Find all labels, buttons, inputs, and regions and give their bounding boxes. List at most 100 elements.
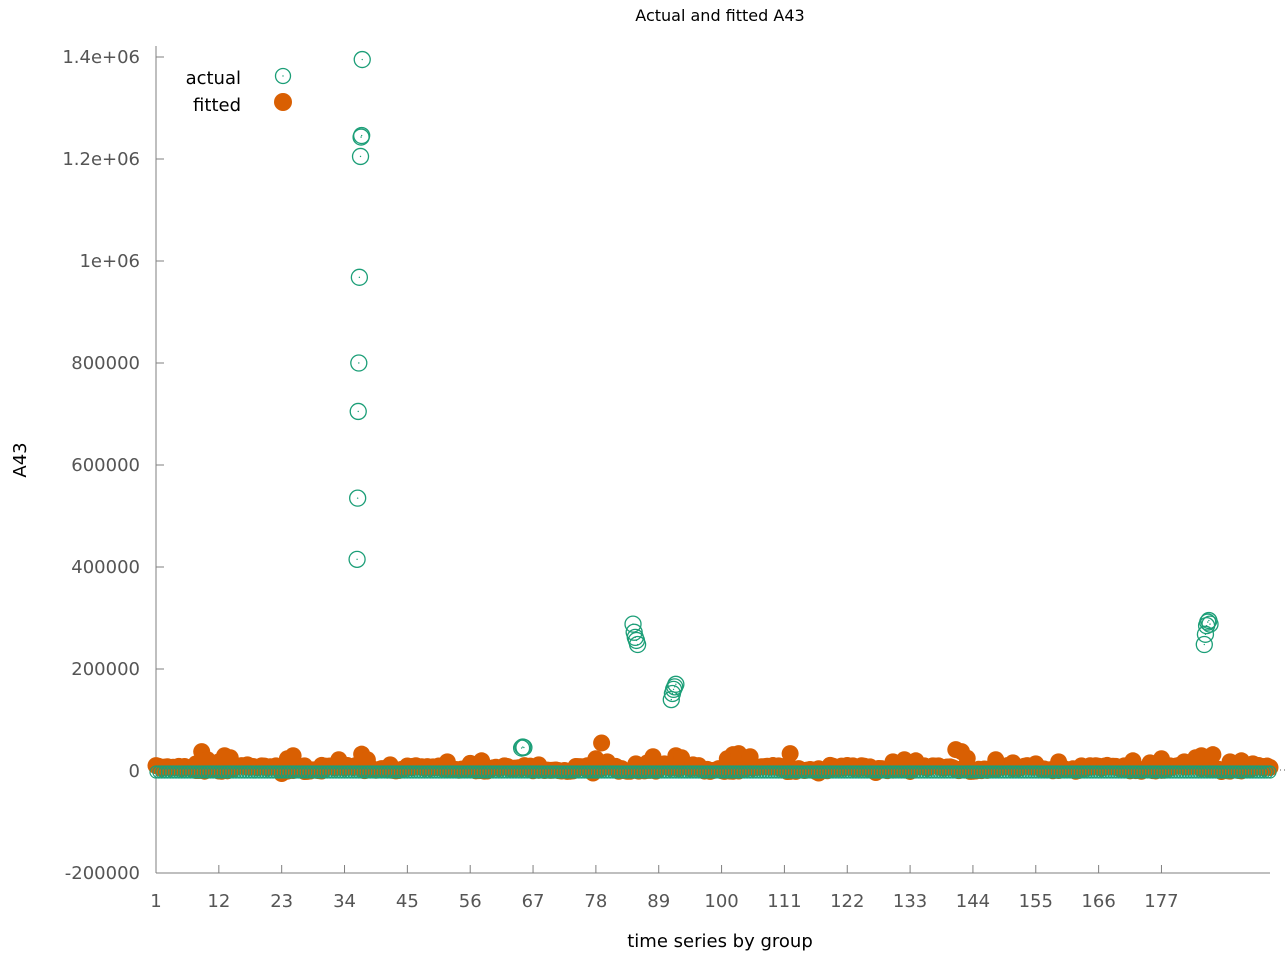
actual-point — [1196, 625, 1215, 643]
actual-point-center — [360, 136, 362, 138]
fitted-point — [684, 756, 702, 774]
x-tick-label: 34 — [333, 891, 356, 912]
legend-label-fitted: fitted — [193, 95, 241, 116]
x-tick-label: 155 — [1019, 891, 1053, 912]
fitted-point — [1255, 759, 1273, 777]
fitted-point — [987, 751, 1005, 769]
legend-marker-actual — [274, 67, 292, 85]
y-tick-label: 1e+06 — [79, 251, 140, 272]
actual-baseline-point — [1263, 765, 1277, 779]
x-axis-ticks: 1 12 23 34 45 56 67 78 89 100 111 122 133 144 155 166 17… — [150, 865, 1179, 912]
actual-point — [1195, 635, 1213, 654]
actual-point-center — [359, 155, 362, 158]
x-tick-label: 23 — [270, 891, 293, 912]
actual-point-center — [1209, 623, 1211, 625]
actual-point — [628, 635, 647, 654]
actual-point-center — [1207, 621, 1209, 623]
actual-point-center — [670, 698, 672, 701]
actual-point-center — [356, 558, 358, 561]
plot-area — [155, 46, 1288, 874]
x-tick-label: 1 — [150, 891, 161, 912]
actual-point — [348, 550, 366, 568]
fitted-point — [1204, 746, 1222, 764]
fitted-point — [381, 756, 399, 774]
x-tick-label: 67 — [522, 891, 545, 912]
actual-point-center — [357, 410, 359, 413]
fitted-point — [530, 756, 548, 774]
actual-point — [350, 268, 369, 286]
legend-label-actual: actual — [186, 68, 241, 89]
fitted-point — [741, 748, 759, 766]
actual-point-center — [636, 643, 639, 646]
actual-point — [353, 126, 371, 145]
y-axis-ticks: -200000 0 200000 400000 600000 800000 1e+06 1.2… — [62, 47, 164, 884]
actual-point — [666, 678, 684, 696]
y-tick-label: 0 — [129, 761, 140, 782]
actual-point-center — [672, 688, 675, 691]
fitted-point — [593, 734, 611, 752]
actual-point — [624, 615, 642, 633]
fitted-point — [1152, 750, 1170, 768]
x-tick-label: 89 — [647, 891, 670, 912]
actual-point-center — [1205, 624, 1208, 627]
actual-point-center — [356, 497, 359, 499]
legend-marker-actual-center — [282, 75, 284, 77]
x-tick-label: 45 — [396, 891, 419, 912]
actual-point — [351, 147, 370, 166]
x-tick-label: 166 — [1081, 891, 1115, 912]
x-axis-label: time series by group — [627, 931, 813, 952]
actual-series — [149, 50, 1277, 779]
fitted-point — [598, 753, 616, 771]
actual-point-center — [522, 746, 524, 748]
fitted-point — [221, 749, 239, 767]
y-tick-label: 400000 — [71, 557, 140, 578]
actual-point — [349, 402, 367, 421]
x-tick-label: 78 — [584, 891, 607, 912]
actual-point-center — [358, 276, 361, 279]
actual-point — [353, 50, 371, 69]
x-tick-label: 122 — [830, 891, 864, 912]
actual-baseline-point — [1257, 765, 1271, 779]
actual-point-center — [358, 362, 360, 364]
x-tick-label: 12 — [207, 891, 230, 912]
fitted-point — [438, 753, 456, 771]
x-tick-label: 100 — [704, 891, 738, 912]
actual-point — [1199, 613, 1217, 631]
actual-point-center — [674, 686, 676, 688]
actual-point-center — [360, 134, 363, 137]
actual-point-center — [361, 58, 363, 61]
y-axis-label: A43 — [10, 442, 31, 477]
legend: actual fitted — [186, 67, 292, 116]
x-tick-label: 177 — [1144, 891, 1178, 912]
actual-point — [349, 489, 367, 507]
y-tick-label: -200000 — [65, 863, 140, 884]
y-tick-label: 800000 — [71, 353, 140, 374]
actual-point — [515, 738, 533, 757]
fitted-point — [153, 759, 171, 777]
x-tick-label: 56 — [459, 891, 482, 912]
actual-point-center — [1208, 619, 1210, 622]
fitted-point — [827, 759, 845, 777]
y-tick-label: 1.2e+06 — [62, 149, 140, 170]
y-tick-label: 200000 — [71, 659, 140, 680]
x-tick-label: 133 — [893, 891, 927, 912]
actual-point-center — [635, 639, 638, 642]
fitted-point — [473, 752, 491, 770]
actual-baseline-point — [1260, 765, 1274, 779]
actual-point — [1201, 615, 1219, 633]
actual-point-center — [520, 747, 523, 749]
actual-point-center — [1203, 643, 1206, 646]
fitted-point — [907, 752, 925, 770]
fitted-point — [1050, 753, 1068, 771]
actual-point-center — [675, 683, 677, 685]
actual-baseline-point — [1254, 765, 1269, 779]
fitted-point — [238, 756, 256, 774]
fitted-point — [958, 749, 976, 767]
x-tick-label: 144 — [956, 891, 990, 912]
fitted-point — [781, 745, 799, 763]
actual-point — [667, 675, 685, 693]
actual-point — [350, 354, 368, 372]
fitted-point — [284, 747, 302, 765]
y-tick-label: 600000 — [71, 455, 140, 476]
